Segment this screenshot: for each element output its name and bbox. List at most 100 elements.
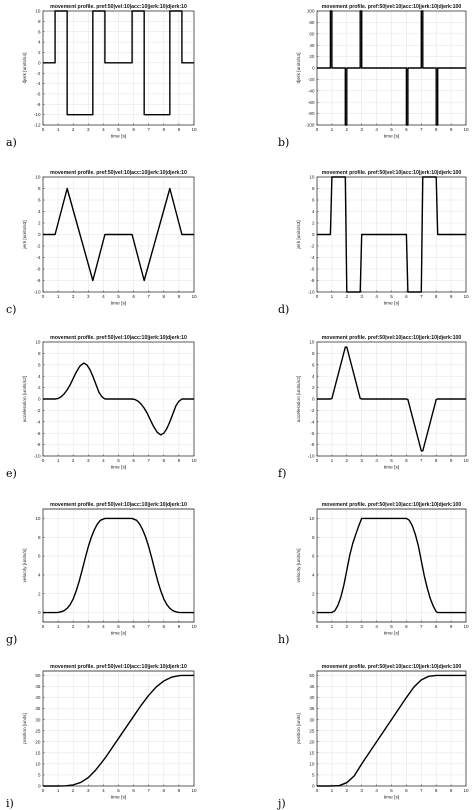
chart-panel-e: 0 1 2 3 4 5 6 7 8 9 10 -10 -8 -6 -4 -2 0 2 4 6 8 10 movement p… [6, 335, 197, 480]
y-tick-label: 6 [38, 198, 41, 203]
chart-title: movement profile. pref:50|vel:10|acc:10|… [322, 335, 462, 341]
y-tick-label: -60 [308, 100, 315, 105]
chart-title: movement profile. pref:50|vel:10|acc:10|… [50, 664, 187, 670]
y-tick-label: 0 [312, 66, 315, 71]
x-tick-label: 9 [450, 458, 453, 463]
chart-panel-h: 0 1 2 3 4 5 6 7 8 9 10 0 2 4 6 8 10 movement profile. pre… [278, 502, 469, 646]
y-tick-label: 35 [309, 706, 315, 711]
y-tick-label: -4 [310, 419, 315, 424]
x-tick-label: 10 [191, 788, 197, 793]
chart-title: movement profile. pref:50|vel:10|acc:10|… [50, 4, 187, 10]
x-tick-label: 8 [435, 788, 438, 793]
x-axis-label: time [s] [384, 465, 399, 471]
x-tick-label: 10 [463, 458, 469, 463]
x-tick-label: 6 [405, 458, 408, 463]
x-tick-label: 3 [87, 294, 90, 299]
chart-panel-d: 0 1 2 3 4 5 6 7 8 9 10 -10 -8 -6 -4 -2 0 2 4 6 8 10 movement p… [278, 170, 469, 316]
y-tick-label: -10 [34, 454, 41, 459]
chart-title: movement profile. pref:50|vel:10|acc:10|… [50, 502, 187, 508]
x-tick-label: 5 [117, 624, 120, 629]
y-tick-label: 10 [309, 761, 315, 766]
y-tick-label: 5 [38, 773, 41, 778]
panel-label: f) [278, 467, 286, 480]
y-tick-label: 10 [35, 175, 41, 180]
y-tick-label: 10 [35, 340, 41, 345]
x-tick-label: 2 [346, 458, 349, 463]
y-tick-label: 25 [309, 728, 315, 733]
y-tick-label: 0 [312, 397, 315, 402]
panel-label: h) [278, 633, 289, 646]
y-tick-label: 50 [309, 673, 315, 678]
x-tick-label: 9 [178, 624, 181, 629]
y-tick-label: -8 [36, 102, 41, 107]
x-tick-label: 3 [87, 127, 90, 132]
y-axis-label: djerk [units/s4] [296, 53, 302, 84]
y-tick-label: 4 [312, 209, 315, 214]
y-tick-label: 8 [38, 186, 41, 191]
y-tick-label: -2 [310, 244, 315, 249]
chart-title: movement profile. pref:50|vel:10|acc:10|… [322, 502, 462, 508]
y-tick-label: -6 [310, 431, 315, 436]
plot-frame [316, 508, 467, 623]
y-axis-label: position [units] [22, 713, 28, 744]
x-axis-label: time [s] [384, 795, 399, 801]
y-tick-label: -10 [308, 290, 315, 295]
y-tick-label: -2 [36, 408, 41, 413]
y-tick-label: 80 [309, 20, 315, 25]
data-line [317, 10, 466, 126]
x-tick-label: 7 [420, 788, 423, 793]
x-tick-label: 5 [117, 294, 120, 299]
y-tick-label: 8 [38, 535, 41, 540]
x-tick-label: 0 [42, 127, 45, 132]
x-tick-label: 2 [346, 127, 349, 132]
x-tick-label: 10 [463, 624, 469, 629]
y-tick-label: -6 [36, 92, 41, 97]
y-tick-label: 10 [35, 516, 41, 521]
panel-label: b) [278, 136, 289, 149]
y-tick-label: 10 [309, 340, 315, 345]
y-tick-label: -20 [308, 77, 315, 82]
x-tick-label: 10 [463, 294, 469, 299]
y-tick-label: 8 [312, 535, 315, 540]
y-tick-label: 0 [38, 60, 41, 65]
y-tick-label: 2 [38, 385, 41, 390]
x-tick-label: 2 [346, 624, 349, 629]
x-tick-label: 0 [316, 127, 319, 132]
x-tick-label: 3 [87, 788, 90, 793]
chart-title: movement profile. pref:50|vel:10|acc:10|… [50, 170, 187, 176]
x-tick-label: 9 [450, 788, 453, 793]
panel-label: g) [6, 633, 17, 646]
y-tick-label: 6 [38, 29, 41, 34]
x-tick-label: 9 [450, 624, 453, 629]
x-axis-label: time [s] [111, 301, 126, 307]
x-tick-label: 2 [72, 788, 75, 793]
data-line [43, 362, 194, 436]
y-tick-label: 45 [35, 684, 41, 689]
x-tick-label: 4 [102, 294, 105, 299]
x-tick-label: 7 [420, 458, 423, 463]
y-tick-label: 0 [38, 232, 41, 237]
x-tick-label: 2 [72, 458, 75, 463]
y-tick-label: 100 [307, 9, 315, 14]
chart-panel-i: 0 1 2 3 4 5 6 7 8 9 1005101520253035404550movement… [6, 664, 197, 810]
y-tick-label: 8 [38, 351, 41, 356]
y-tick-label: 6 [312, 554, 315, 559]
y-tick-label: 45 [309, 684, 315, 689]
x-axis-label: time [s] [384, 301, 399, 307]
x-tick-label: 0 [316, 624, 319, 629]
x-tick-label: 4 [102, 624, 105, 629]
y-tick-label: 40 [309, 43, 315, 48]
panel-label: d) [278, 303, 289, 316]
y-tick-label: 10 [35, 761, 41, 766]
x-axis-label: time [s] [111, 631, 126, 637]
y-tick-label: 4 [38, 573, 41, 578]
x-axis-label: time [s] [111, 795, 126, 801]
y-tick-label: -8 [36, 278, 41, 283]
x-tick-label: 8 [435, 294, 438, 299]
x-tick-label: 2 [72, 294, 75, 299]
chart-title: movement profile. pref:50|vel:10|acc:10|… [50, 335, 187, 341]
x-tick-label: 7 [147, 127, 150, 132]
x-tick-label: 0 [42, 624, 45, 629]
y-tick-label: -80 [308, 111, 315, 116]
